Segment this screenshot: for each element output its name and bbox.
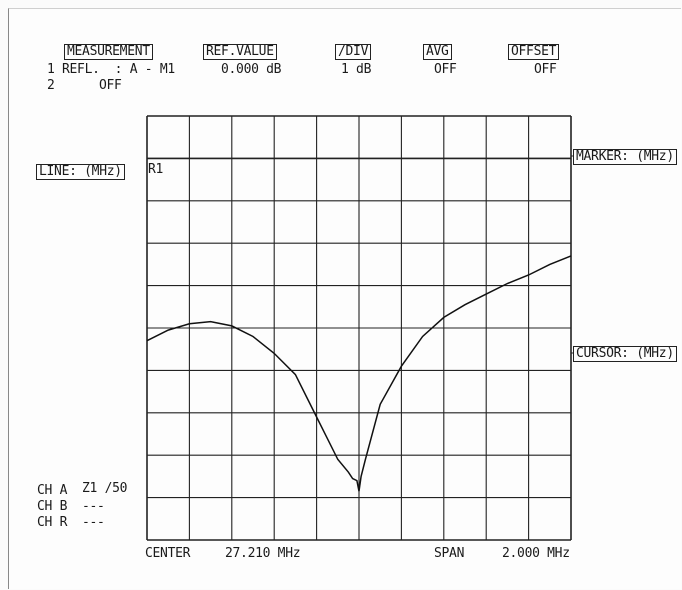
span-value: 2.000 MHz — [502, 546, 570, 561]
channel-a-name: CH A — [37, 483, 68, 498]
row1-refvalue: 0.000 dB — [221, 62, 282, 77]
row1-avg: OFF — [434, 62, 457, 77]
center-label: CENTER — [145, 546, 191, 561]
avg-label: AVG — [423, 44, 452, 60]
channel-a-value: Z1 /50 — [82, 481, 128, 496]
div-label: /DIV — [335, 44, 372, 60]
channel-r-name: CH R — [37, 515, 68, 530]
channel-b-value: --- — [82, 499, 105, 514]
row1-offset: OFF — [534, 62, 557, 77]
row1-mode: REFL. : A - M1 — [62, 62, 175, 77]
reflection-trace — [146, 255, 572, 492]
offset-label: OFFSET — [508, 44, 560, 60]
measurement-label: MEASUREMENT — [64, 44, 153, 60]
refvalue-label: REF.VALUE — [203, 44, 277, 60]
cursor-label: CURSOR: (MHz) — [573, 346, 677, 362]
marker-label: MARKER: (MHz) — [573, 149, 677, 165]
channel-r-value: --- — [82, 515, 105, 530]
analyzer-screen — [8, 8, 681, 589]
center-value: 27.210 MHz — [225, 546, 301, 561]
row1-div: 1 dB — [341, 62, 372, 77]
trace-tag: R1 — [148, 162, 164, 177]
span-label: SPAN — [434, 546, 465, 561]
row2-index: 2 — [47, 78, 55, 93]
row2-mode: OFF — [99, 78, 122, 93]
channel-b-name: CH B — [37, 499, 68, 514]
row1-index: 1 — [47, 62, 55, 77]
line-label: LINE: (MHz) — [36, 164, 125, 180]
